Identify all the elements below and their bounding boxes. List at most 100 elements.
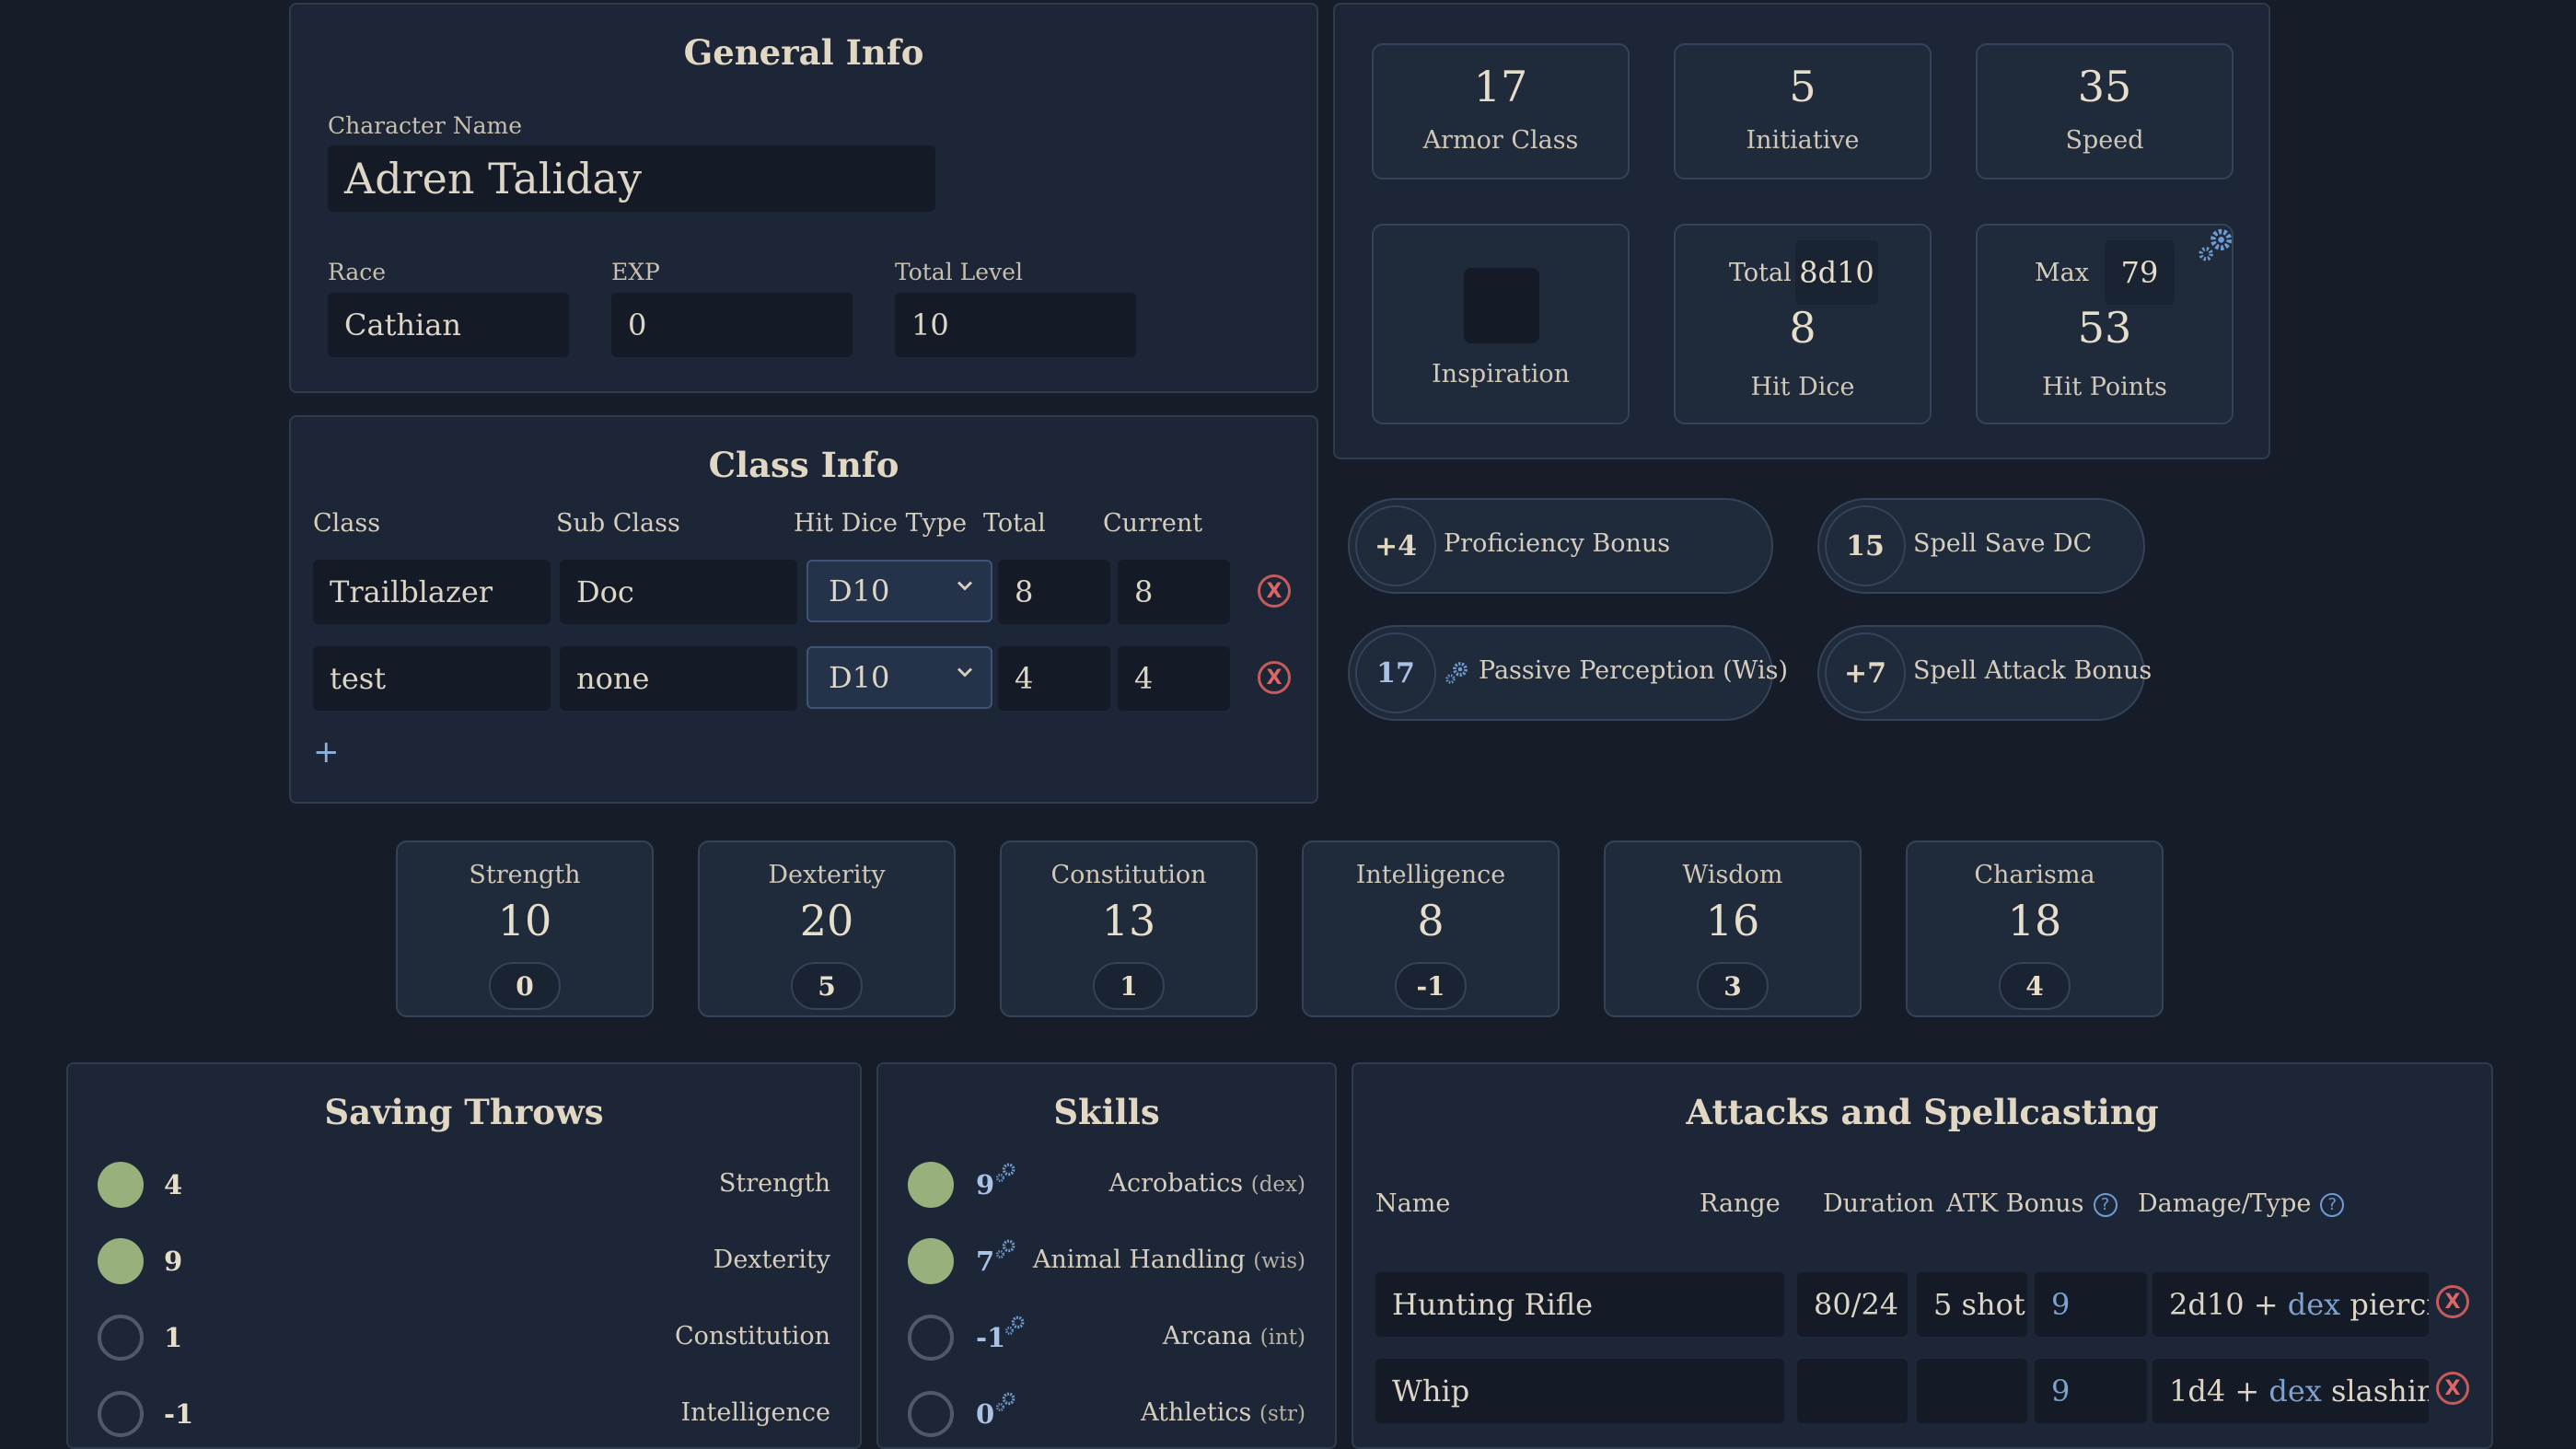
gear-icon[interactable] xyxy=(2195,226,2235,266)
proficiency-toggle[interactable] xyxy=(98,1162,144,1208)
inspiration-box: Inspiration xyxy=(1372,224,1630,424)
sub-class-input[interactable]: none xyxy=(560,646,797,711)
attack-bonus-input[interactable]: 9 xyxy=(2035,1272,2147,1337)
skill-ability: (int) xyxy=(1259,1326,1305,1350)
exp-label: EXP xyxy=(611,259,660,285)
hit-dice-value[interactable]: 8 xyxy=(1789,303,1816,353)
ability-modifier: 0 xyxy=(489,962,561,1010)
spell-save-dc-label: Spell Save DC xyxy=(1913,529,2093,558)
damage-type-input[interactable]: 2d10 + dex piercing xyxy=(2152,1272,2429,1337)
damage-dice: 2d10 + xyxy=(2169,1287,2288,1322)
skill-label: Athletics xyxy=(1141,1398,1252,1427)
remove-attack-button[interactable]: X xyxy=(2436,1285,2469,1318)
gear-icon[interactable] xyxy=(994,1160,1018,1184)
damage-type-header: Damage/Type? xyxy=(2138,1189,2345,1218)
ability-strength[interactable]: Strength 10 0 xyxy=(396,840,654,1017)
ability-constitution[interactable]: Constitution 13 1 xyxy=(1000,840,1258,1017)
skill-value: 0 xyxy=(976,1398,995,1430)
skill-value: 9 xyxy=(976,1169,995,1200)
attack-range-header: Range xyxy=(1700,1189,1781,1218)
attack-duration-input[interactable] xyxy=(1917,1359,2027,1423)
race-input[interactable]: Cathian xyxy=(328,293,569,357)
attack-duration-input[interactable]: 5 shot xyxy=(1917,1272,2027,1337)
help-icon[interactable]: ? xyxy=(2320,1192,2345,1217)
class-current-input[interactable]: 4 xyxy=(1118,646,1230,711)
chevron-down-icon xyxy=(957,581,973,591)
hit-dice-type-value: D10 xyxy=(829,574,890,609)
add-class-button[interactable]: + xyxy=(313,734,340,771)
spell-attack-bonus: +7 Spell Attack Bonus xyxy=(1817,625,2152,721)
hit-dice-total-label: Total xyxy=(1729,259,1792,287)
class-name-input[interactable]: Trailblazer xyxy=(313,560,551,624)
class-total-input[interactable]: 8 xyxy=(998,560,1110,624)
attack-name-input[interactable]: Hunting Rifle xyxy=(1375,1272,1784,1337)
sub-class-header: Sub Class xyxy=(556,509,680,538)
proficiency-toggle[interactable] xyxy=(98,1315,144,1361)
attacks-title: Attacks and Spellcasting xyxy=(1686,1092,2159,1132)
saving-throws-panel: Saving Throws 4 Strength 9 Dexterity 1 C… xyxy=(66,1062,862,1449)
class-current-input[interactable]: 8 xyxy=(1118,560,1230,624)
armor-class-label: Armor Class xyxy=(1422,126,1579,155)
damage-stat: dex xyxy=(2269,1374,2322,1408)
ability-modifier: 5 xyxy=(791,962,863,1010)
hit-points-max-input[interactable]: 79 xyxy=(2105,240,2175,305)
attack-range-input[interactable] xyxy=(1797,1359,1908,1423)
proficiency-bonus-value: +4 xyxy=(1355,505,1436,586)
gear-icon[interactable] xyxy=(994,1389,1018,1413)
speed-box[interactable]: 35 Speed xyxy=(1976,43,2234,180)
proficiency-toggle[interactable] xyxy=(98,1391,144,1437)
proficiency-toggle[interactable] xyxy=(98,1238,144,1284)
skill-ability: (wis) xyxy=(1253,1249,1305,1273)
skill-ability: (str) xyxy=(1259,1402,1305,1426)
proficiency-toggle[interactable] xyxy=(908,1162,954,1208)
initiative-box[interactable]: 5 Initiative xyxy=(1674,43,1932,180)
hit-dice-type-select[interactable]: D10 xyxy=(806,560,992,622)
remove-class-button[interactable]: X xyxy=(1258,661,1291,694)
proficiency-bonus: +4 Proficiency Bonus xyxy=(1348,498,1773,594)
gear-icon[interactable] xyxy=(1004,1313,1027,1337)
attack-range-input[interactable]: 80/24 xyxy=(1797,1272,1908,1337)
attack-bonus-input[interactable]: 9 xyxy=(2035,1359,2147,1423)
ability-score: 16 xyxy=(1705,896,1760,945)
skill-name: Athletics (str) xyxy=(1141,1398,1305,1427)
attacks-panel: Attacks and Spellcasting Name Range Dura… xyxy=(1352,1062,2493,1449)
passive-perception-label: Passive Perception (Wis) xyxy=(1479,656,1788,685)
proficiency-toggle[interactable] xyxy=(908,1315,954,1361)
general-info-panel: General Info Character Name Adren Talida… xyxy=(289,3,1318,393)
ability-charisma[interactable]: Charisma 18 4 xyxy=(1906,840,2164,1017)
initiative-value: 5 xyxy=(1789,62,1816,111)
proficiency-toggle[interactable] xyxy=(908,1391,954,1437)
proficiency-toggle[interactable] xyxy=(908,1238,954,1284)
saving-throw-value: -1 xyxy=(164,1398,194,1430)
chevron-down-icon xyxy=(957,667,973,678)
ability-wisdom[interactable]: Wisdom 16 3 xyxy=(1604,840,1862,1017)
skill-value: 7 xyxy=(976,1246,995,1277)
ability-score: 10 xyxy=(497,896,552,945)
armor-class-box[interactable]: 17 Armor Class xyxy=(1372,43,1630,180)
ability-name: Wisdom xyxy=(1682,861,1783,889)
skill-label: Arcana xyxy=(1162,1322,1253,1350)
remove-class-button[interactable]: X xyxy=(1258,574,1291,608)
saving-throw-name: Constitution xyxy=(674,1322,830,1350)
hit-points-value[interactable]: 53 xyxy=(2077,303,2132,353)
gear-icon[interactable] xyxy=(1444,658,1471,686)
hit-dice-total-input[interactable]: 8d10 xyxy=(1795,240,1878,305)
attack-name-input[interactable]: Whip xyxy=(1375,1359,1784,1423)
hit-dice-type-value: D10 xyxy=(829,660,890,695)
ability-dexterity[interactable]: Dexterity 20 5 xyxy=(698,840,956,1017)
class-total-input[interactable]: 4 xyxy=(998,646,1110,711)
saving-throw-value: 4 xyxy=(164,1169,183,1200)
help-icon[interactable]: ? xyxy=(2093,1192,2118,1217)
class-name-input[interactable]: test xyxy=(313,646,551,711)
hit-dice-type-select[interactable]: D10 xyxy=(806,646,992,709)
gear-icon[interactable] xyxy=(994,1236,1018,1260)
proficiency-bonus-label: Proficiency Bonus xyxy=(1444,529,1671,558)
character-name-input[interactable]: Adren Taliday xyxy=(328,145,935,212)
total-level-input[interactable]: 10 xyxy=(895,293,1136,357)
sub-class-input[interactable]: Doc xyxy=(560,560,797,624)
damage-type-input[interactable]: 1d4 + dex slashing xyxy=(2152,1359,2429,1423)
remove-attack-button[interactable]: X xyxy=(2436,1372,2469,1405)
ability-intelligence[interactable]: Intelligence 8 -1 xyxy=(1302,840,1560,1017)
inspiration-checkbox[interactable] xyxy=(1464,268,1539,343)
exp-input[interactable]: 0 xyxy=(611,293,853,357)
